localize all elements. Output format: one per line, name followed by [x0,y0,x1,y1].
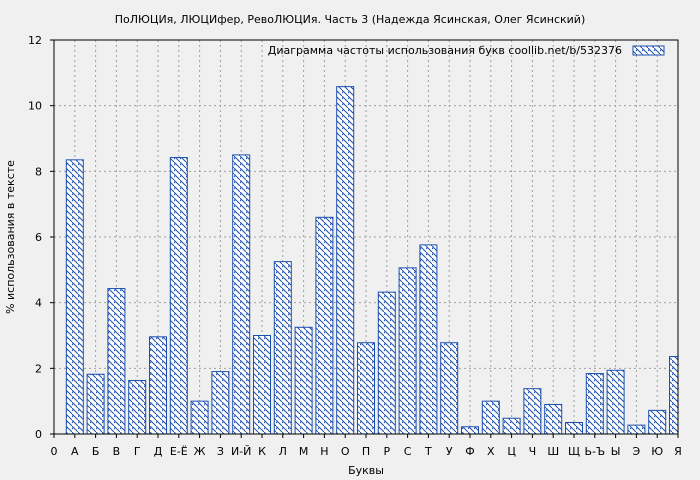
bar-Л [273,261,292,435]
x-tick-label: К [258,445,266,458]
x-tick-label: А [71,445,79,458]
x-tick-label: Ь-Ъ [584,445,605,458]
bar-И-Й [232,154,251,435]
bar-Е-Ё [169,157,188,435]
x-tick-label: Х [487,445,495,458]
x-tick-label: Ш [547,445,559,458]
legend: Диаграмма частоты использования букв coo… [268,44,665,57]
bar-У [440,342,459,435]
bar-Р [377,291,396,435]
y-tick-label: 2 [35,362,42,375]
x-tick-label: Н [320,445,328,458]
legend-swatch [632,45,665,56]
x-tick-label: Щ [568,445,580,458]
bar-Ф [461,426,479,435]
x-tick-label: Ф [465,445,474,458]
x-tick-label: О [341,445,350,458]
bar-Ы [606,369,625,435]
x-tick-label: П [362,445,370,458]
x-tick-label: Е-Ё [170,445,188,458]
x-tick-label: В [113,445,121,458]
bar-Э [627,424,646,435]
x-tick-label: 0 [51,445,58,458]
chart-title: ПоЛЮЦИя, ЛЮЦИфер, РевоЛЮЦИя. Часть 3 (На… [115,13,586,26]
y-tick-label: 4 [35,297,42,310]
bar-Ч [523,388,542,435]
y-tick-label: 12 [28,34,42,47]
bar-Ж [190,400,209,435]
x-axis-label: Буквы [348,464,384,477]
x-tick-label: Б [92,445,100,458]
bar-Д [149,336,167,435]
x-tick-label: Ц [507,445,516,458]
x-tick-label: Р [383,445,390,458]
bar-А [65,159,84,435]
x-tick-label: Ж [194,445,206,458]
x-tick-label: Ч [529,445,537,458]
bar-Б [86,373,105,435]
x-tick-label: С [404,445,412,458]
bar-З [211,371,230,435]
bar-Ц [502,417,521,435]
x-tick-label: Л [279,445,287,458]
x-tick-label: Ю [651,445,663,458]
x-tick-label: З [217,445,224,458]
bar-К [253,335,271,435]
bar-М [294,326,313,435]
bars [65,86,679,435]
bar-С [398,267,417,435]
bar-Я [669,356,679,435]
y-tick-label: 10 [28,100,42,113]
x-tick-label: И-Й [231,445,251,458]
bar-Х [481,400,500,435]
bar-Т [419,244,438,435]
y-tick-label: 6 [35,231,42,244]
x-tick-label: Я [674,445,682,458]
x-tick-label: У [446,445,453,458]
bar-О [336,86,355,435]
bar-Ь-Ъ [585,373,604,435]
x-axis-ticks: 0 А Б В Г Д Е-Ё Ж З И-Й К Л М Н О П Р С Т У Ф Х Ц Ч Ш Щ Ь-Ъ Ы Э Ю Я [51,434,682,458]
y-tick-label: 8 [35,165,42,178]
bar-Ю [648,409,667,435]
x-tick-label: Д [154,445,163,458]
x-tick-label: Г [134,445,141,458]
legend-label: Диаграмма частоты использования букв coo… [268,44,622,57]
x-tick-label: Э [633,445,641,458]
x-tick-label: М [299,445,309,458]
y-tick-label: 0 [35,428,42,441]
y-axis-label: % использования в тексте [4,160,17,314]
y-axis-ticks: 0 2 4 6 8 10 12 [28,34,54,441]
x-tick-label: Т [424,445,432,458]
bar-П [357,342,375,435]
x-tick-label: Ы [611,445,621,458]
bar-Щ [565,422,583,435]
bar-Г [128,379,147,435]
bar-В [107,288,126,435]
bar-Н [315,216,334,435]
bar-Ш [544,403,563,435]
